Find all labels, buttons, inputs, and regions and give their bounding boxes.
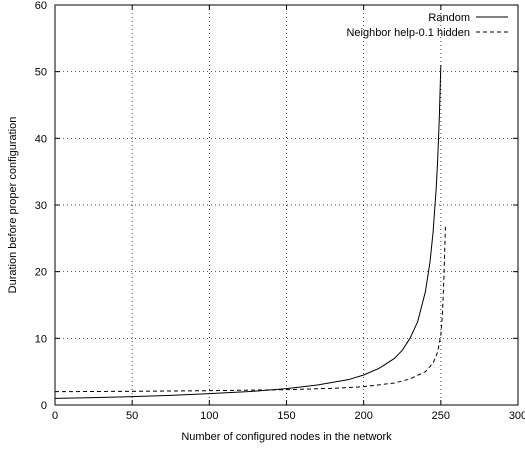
x-tick-label: 300 <box>509 410 525 422</box>
legend-label: Neighbor help-0.1 hidden <box>346 27 470 39</box>
series-line-neighbor-help <box>54 224 446 393</box>
y-tick-label: 0 <box>41 400 47 412</box>
x-tick-label: 50 <box>126 410 138 422</box>
y-tick-label: 20 <box>35 267 47 279</box>
series-line-random <box>54 64 442 399</box>
y-tick-label: 40 <box>35 133 47 145</box>
x-tick-label: 150 <box>277 410 295 422</box>
legend: Random Neighbor help-0.1 hidden <box>346 12 508 39</box>
x-tick-label: 200 <box>354 410 372 422</box>
legend-label: Random <box>428 12 470 24</box>
y-tick-label: 50 <box>35 67 47 79</box>
y-tick-label: 30 <box>35 200 47 212</box>
x-tick-label: 0 <box>52 410 58 422</box>
y-tick-label: 60 <box>35 0 47 12</box>
x-axis-title: Number of configured nodes in the networ… <box>181 431 392 443</box>
x-tick-label: 100 <box>200 410 218 422</box>
axis-ticks: 0 50 100 150 200 250 300 0 10 20 30 40 50 60 <box>35 0 525 422</box>
x-tick-label: 250 <box>432 410 450 422</box>
y-axis-title: Duration before proper configuration <box>7 117 19 294</box>
y-tick-label: 10 <box>35 333 47 345</box>
grid-lines <box>55 5 518 405</box>
series-lines <box>54 64 446 399</box>
